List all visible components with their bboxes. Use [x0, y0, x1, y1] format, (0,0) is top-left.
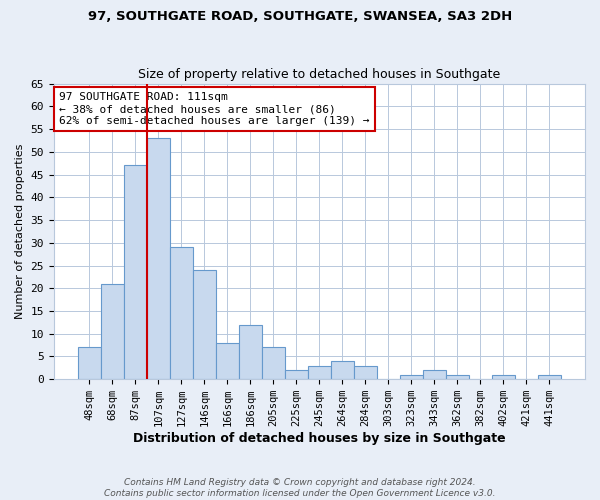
- X-axis label: Distribution of detached houses by size in Southgate: Distribution of detached houses by size …: [133, 432, 506, 445]
- Bar: [147, 138, 170, 379]
- Bar: [423, 370, 446, 379]
- Y-axis label: Number of detached properties: Number of detached properties: [15, 144, 25, 319]
- Text: 97 SOUTHGATE ROAD: 111sqm
← 38% of detached houses are smaller (86)
62% of semi-: 97 SOUTHGATE ROAD: 111sqm ← 38% of detac…: [59, 92, 370, 126]
- Text: Contains HM Land Registry data © Crown copyright and database right 2024.
Contai: Contains HM Land Registry data © Crown c…: [104, 478, 496, 498]
- Bar: [239, 324, 262, 379]
- Text: 97, SOUTHGATE ROAD, SOUTHGATE, SWANSEA, SA3 2DH: 97, SOUTHGATE ROAD, SOUTHGATE, SWANSEA, …: [88, 10, 512, 23]
- Bar: [193, 270, 216, 379]
- Bar: [124, 166, 147, 379]
- Bar: [78, 348, 101, 379]
- Bar: [446, 374, 469, 379]
- Bar: [354, 366, 377, 379]
- Bar: [170, 248, 193, 379]
- Bar: [216, 343, 239, 379]
- Bar: [285, 370, 308, 379]
- Bar: [538, 374, 561, 379]
- Title: Size of property relative to detached houses in Southgate: Size of property relative to detached ho…: [138, 68, 500, 81]
- Bar: [400, 374, 423, 379]
- Bar: [331, 361, 354, 379]
- Bar: [262, 348, 285, 379]
- Bar: [308, 366, 331, 379]
- Bar: [492, 374, 515, 379]
- Bar: [101, 284, 124, 379]
